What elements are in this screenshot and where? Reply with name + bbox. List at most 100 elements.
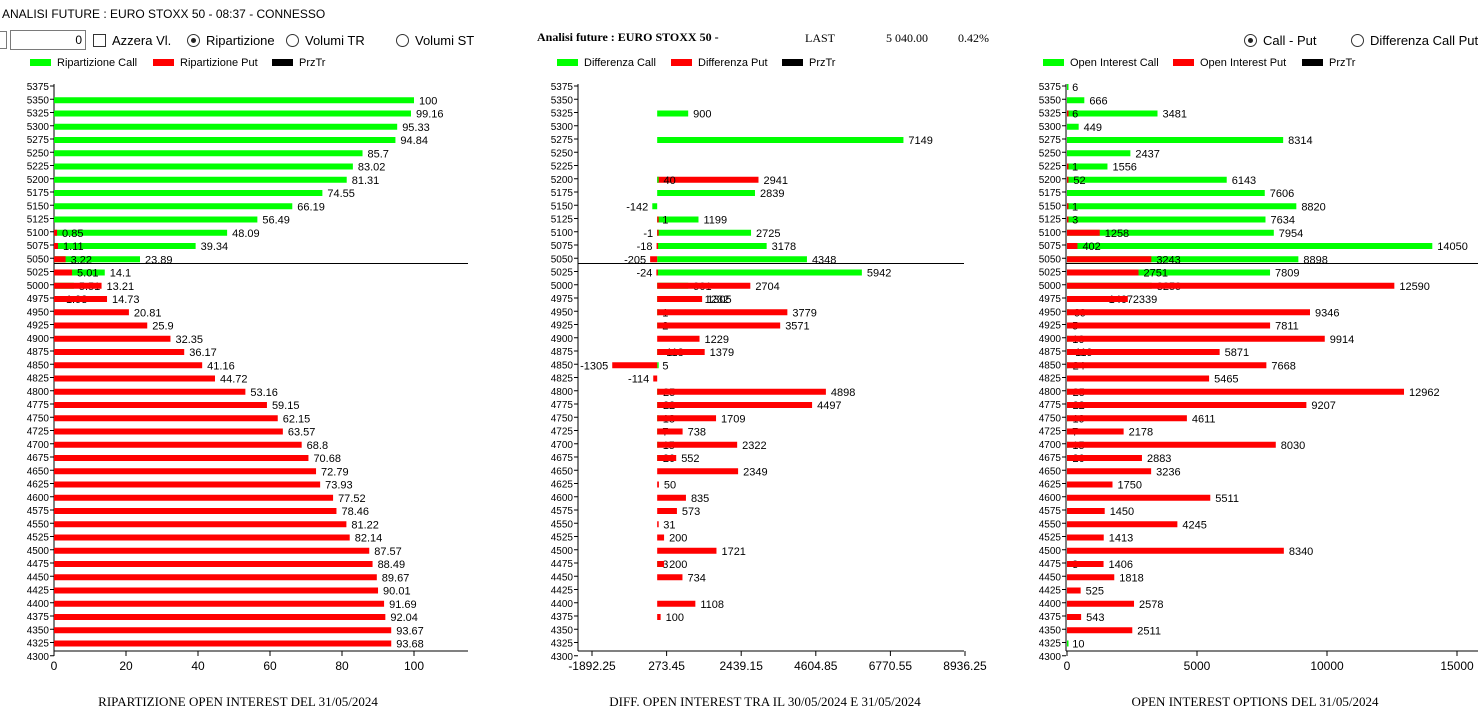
bar-label: 93.68	[396, 639, 424, 651]
bar-put	[657, 415, 717, 422]
volumi-st-label: Volumi ST	[415, 33, 475, 48]
radio-icon[interactable]	[286, 34, 299, 47]
bar-label: 2339	[1133, 294, 1157, 306]
x-tick-label: 60	[263, 659, 277, 673]
number-input[interactable]	[10, 30, 86, 50]
ripartizione-radio[interactable]: Ripartizione	[187, 33, 275, 48]
bar-label: 14.73	[112, 294, 140, 306]
number-spinner-edge[interactable]	[0, 31, 7, 49]
bar-put	[657, 455, 677, 461]
y-tick-label: 4875	[27, 347, 50, 358]
bar-label: 1	[662, 215, 668, 227]
bar-label: 3	[1072, 215, 1078, 227]
bar-call	[1067, 640, 1069, 647]
checkbox-box[interactable]	[93, 34, 106, 47]
bar-label: 552	[681, 453, 699, 465]
bar-label: 48.09	[232, 228, 260, 240]
y-tick-label: 4375	[27, 612, 50, 623]
bar-label: 12590	[1399, 281, 1430, 293]
volumi-st-radio[interactable]: Volumi ST	[396, 33, 474, 48]
header-label: Analisi future : EURO STOXX 50 -	[537, 30, 719, 44]
y-tick-label: 4375	[1039, 612, 1062, 623]
x-tick-label: 6770.55	[869, 659, 913, 673]
azzera-checkbox[interactable]: Azzera Vl.	[93, 33, 171, 48]
bar-label: 3	[662, 559, 668, 571]
bar-put	[54, 627, 392, 634]
y-tick-label: 4975	[1039, 294, 1062, 305]
bar-put	[54, 296, 108, 302]
volumi-tr-radio[interactable]: Volumi TR	[286, 33, 365, 48]
bar-label: 91.69	[389, 599, 417, 611]
y-tick-label: 4850	[27, 360, 50, 371]
bar-put	[1067, 362, 1267, 369]
bar-put	[1067, 296, 1128, 302]
y-tick-label: 4675	[27, 453, 50, 464]
y-tick-label: 4300	[1039, 652, 1062, 663]
bar-label: 1	[1072, 162, 1078, 174]
bar-label: 82.14	[355, 533, 383, 545]
bar-put	[54, 256, 66, 263]
y-tick-label: 5150	[551, 201, 574, 212]
y-tick-label: 5000	[551, 281, 574, 292]
radio-selected-icon[interactable]	[1244, 34, 1257, 47]
y-tick-label: 5350	[551, 95, 574, 106]
bar-call	[1067, 203, 1297, 210]
bar-label: 78.46	[341, 506, 369, 518]
legend-swatch-prztr	[1302, 59, 1323, 66]
bar-put	[54, 229, 58, 236]
bar-call	[652, 203, 658, 210]
call-put-radio[interactable]: Call - Put	[1244, 33, 1316, 48]
legend-swatch-call	[1043, 59, 1064, 66]
legend-swatch-put	[153, 59, 174, 66]
bar-put	[657, 508, 677, 514]
bar-label: 666	[1089, 95, 1107, 107]
bar-label: 62.15	[283, 413, 311, 425]
y-tick-label: 4900	[27, 334, 50, 345]
bar-put	[54, 375, 215, 382]
y-tick-label: 5225	[27, 162, 50, 173]
bar-label: 3.22	[71, 254, 92, 266]
bar-label: 738	[688, 427, 706, 439]
bar-label: 9346	[1315, 307, 1339, 319]
y-tick-label: 5175	[551, 188, 574, 199]
bar-put	[1067, 534, 1104, 541]
bar-put	[657, 282, 751, 289]
diff-call-put-radio[interactable]: Differenza Call Put	[1351, 33, 1478, 48]
bar-label: 7668	[1271, 360, 1295, 372]
bar-label: 87.57	[374, 546, 402, 558]
bar-call	[657, 190, 755, 196]
bar-label: 2349	[743, 466, 767, 478]
bar-call	[54, 176, 347, 183]
bar-label: 5511	[1215, 493, 1239, 505]
y-tick-label: 4300	[27, 652, 50, 663]
y-tick-label: 5000	[27, 281, 50, 292]
bar-put	[54, 468, 317, 475]
bar-label: 1305	[707, 294, 731, 306]
legend-swatch-prztr	[272, 59, 293, 66]
bar-label: 3178	[772, 241, 796, 253]
bar-call	[54, 256, 141, 263]
y-tick-label: 4600	[27, 493, 50, 504]
bar-put	[1067, 547, 1284, 554]
y-tick-label: 5300	[27, 122, 50, 133]
bar-call	[54, 110, 411, 117]
radio-selected-icon[interactable]	[187, 34, 200, 47]
bar-label: 4348	[812, 254, 836, 266]
y-tick-label: 4875	[551, 347, 574, 358]
y-tick-label: 5225	[1039, 162, 1062, 173]
y-tick-label: 4325	[551, 639, 574, 650]
y-tick-label: 5175	[27, 188, 50, 199]
chart-title: DIFF. OPEN INTEREST TRA IL 30/05/2024 E …	[609, 694, 921, 709]
bar-put	[657, 176, 759, 183]
bar-label: 9914	[1330, 334, 1354, 346]
bar-label: 2725	[756, 228, 780, 240]
radio-icon[interactable]	[1351, 34, 1364, 47]
volumi-tr-label: Volumi TR	[305, 33, 365, 48]
bar-put	[54, 547, 370, 554]
legend-label-call: Ripartizione Call	[57, 57, 137, 69]
bar-label: 32.35	[175, 334, 203, 346]
y-tick-label: 4425	[1039, 586, 1062, 597]
radio-icon[interactable]	[396, 34, 409, 47]
bar-put	[54, 441, 302, 448]
